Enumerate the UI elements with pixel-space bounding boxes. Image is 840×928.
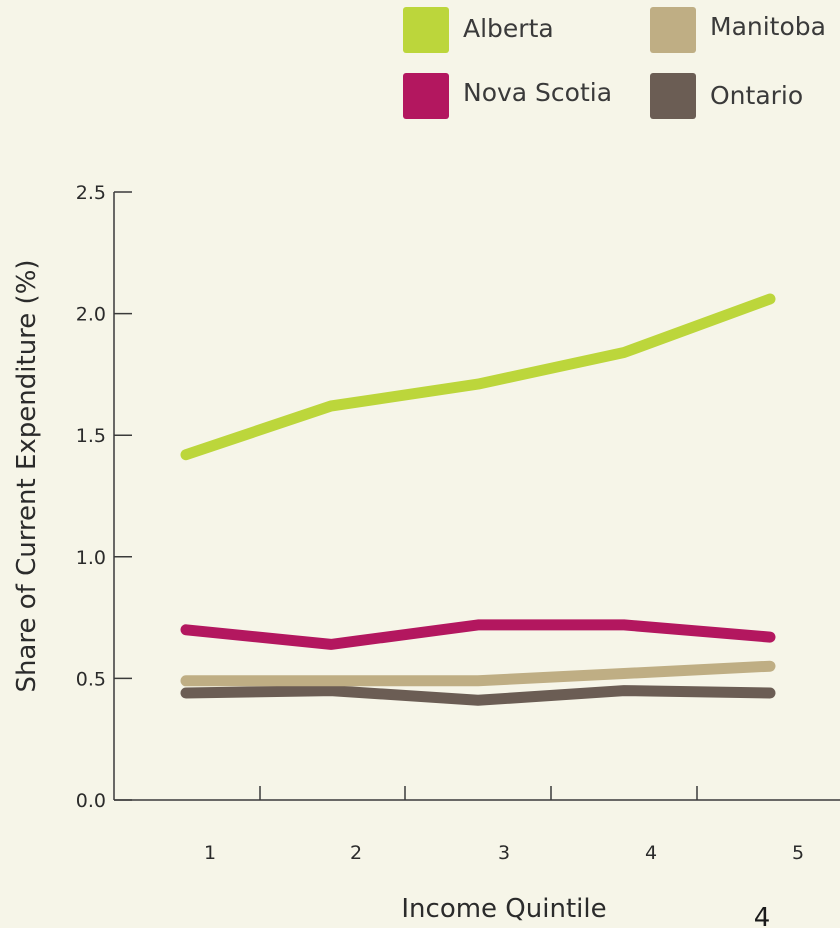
legend-swatch-ontario [650,73,696,119]
legend-swatch-manitoba [650,7,696,53]
x-tick-label: 2 [350,842,362,864]
legend-label-manitoba: Manitoba [710,12,826,41]
legend-swatch-alberta [403,7,449,53]
y-tick-label: 0.0 [76,790,106,812]
series-lines [180,293,776,706]
y-tick-label: 1.0 [76,547,106,569]
x-axis-title: Income Quintile [401,894,606,924]
legend-label-alberta: Alberta [463,14,554,43]
x-tick-label: 5 [792,842,804,864]
page-number: 4 [754,903,771,928]
y-tick-label: 2.5 [76,182,106,204]
x-tick-label: 3 [498,842,510,864]
axes: 0.0 0.5 1.0 1.5 2.0 2.5 1 2 3 4 5 [76,182,840,864]
y-tick-label: 0.5 [76,668,106,690]
x-tick-label: 1 [204,842,216,864]
x-tick-label: 4 [645,842,657,864]
y-axis-title: Share of Current Expenditure (%) [12,259,42,692]
legend-swatch-nova-scotia [403,73,449,119]
series-line-alberta [180,293,776,461]
y-tick-label: 1.5 [76,425,106,447]
series-line-manitoba [180,660,776,687]
legend: Alberta Nova Scotia Manitoba Ontario [403,7,826,119]
legend-label-ontario: Ontario [710,81,803,110]
legend-label-nova-scotia: Nova Scotia [463,78,612,107]
series-line-ontario [180,685,776,706]
series-line-nova-scotia [180,619,776,650]
y-tick-label: 2.0 [76,304,106,326]
